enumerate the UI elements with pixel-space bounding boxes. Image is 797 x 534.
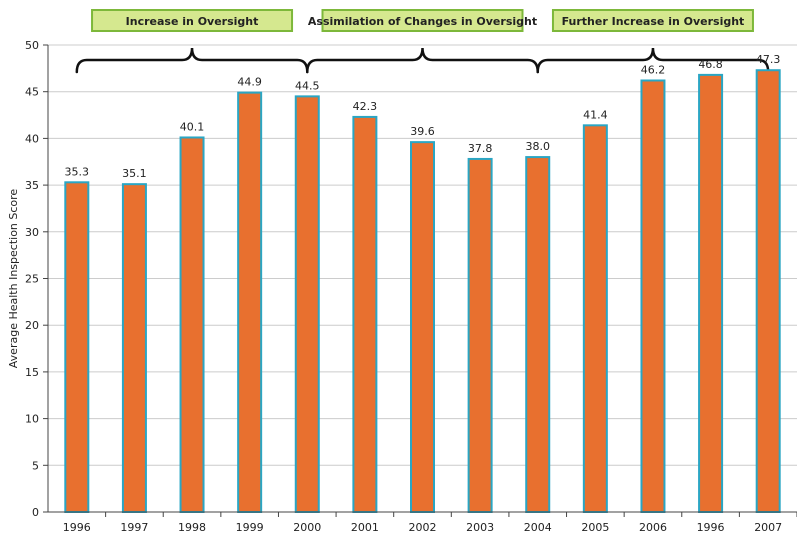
y-tick-label: 5	[32, 459, 39, 472]
y-axis-title: Average Health Inspection Score	[7, 189, 20, 369]
data-label: 40.1	[180, 120, 205, 133]
x-tick-label: 2007	[754, 521, 782, 534]
x-tick-label: 2002	[409, 521, 437, 534]
bar	[410, 141, 435, 514]
data-label: 39.6	[410, 125, 435, 138]
x-tick-label: 1999	[236, 521, 264, 534]
x-tick-label: 2001	[351, 521, 379, 534]
x-tick-label: 1996	[63, 521, 91, 534]
data-label: 35.3	[65, 165, 90, 178]
period-annotations: Increase in Oversight Assimilation of Cha…	[75, 9, 770, 74]
x-tick-label: 2000	[293, 521, 321, 534]
period-brace	[536, 47, 770, 74]
bar	[179, 136, 205, 513]
x-tick-label: 1996	[697, 521, 725, 534]
bars: 35.3 35.1 40.1 44.9 44.5 42.3 39.6 37.8 38.0 41.4…	[64, 53, 781, 514]
axes: 0 5 10 15 20 25 30 35 40 45 50 1996 1997 1998 1999 2000…	[25, 39, 797, 534]
period-brace	[306, 47, 539, 74]
period-box	[321, 9, 524, 32]
bar	[467, 157, 493, 513]
bar	[525, 156, 551, 514]
data-label: 35.1	[122, 167, 147, 180]
x-tick-label: 2005	[581, 521, 609, 534]
data-label: 44.9	[237, 76, 262, 89]
bar	[237, 91, 263, 513]
y-tick-label: 50	[25, 39, 39, 52]
y-tick-label: 10	[25, 413, 39, 426]
y-tick-label: 15	[25, 366, 39, 379]
x-tick-label: 2006	[639, 521, 667, 534]
data-label: 46.8	[698, 58, 723, 71]
bar	[64, 181, 90, 513]
bar	[294, 95, 320, 514]
period-label: Increase in Oversight	[126, 15, 259, 28]
bar	[640, 79, 666, 513]
y-tick-label: 45	[25, 86, 39, 99]
data-label: 46.2	[641, 63, 666, 76]
x-tick-label: 1997	[120, 521, 148, 534]
data-label: 41.4	[583, 108, 608, 121]
data-label: 47.3	[756, 53, 781, 66]
bar	[755, 69, 781, 514]
y-tick-label: 20	[25, 319, 39, 332]
period-box	[91, 9, 294, 32]
bar	[352, 115, 378, 513]
data-label: 37.8	[468, 142, 493, 155]
x-tick-label: 2004	[524, 521, 552, 534]
period-box	[551, 9, 754, 32]
x-tick-label: 1998	[178, 521, 206, 534]
data-label: 38.0	[525, 140, 550, 153]
data-label: 42.3	[353, 100, 378, 113]
bar	[698, 73, 724, 513]
bar	[582, 124, 608, 513]
period-label: Further Increase in Oversight	[562, 15, 745, 28]
y-tick-label: 30	[25, 226, 39, 239]
y-tick-label: 0	[32, 506, 39, 519]
y-tick-label: 35	[25, 179, 39, 192]
period-brace	[75, 47, 309, 74]
x-tick-label: 2003	[466, 521, 494, 534]
y-tick-label: 40	[25, 132, 39, 145]
data-label: 44.5	[295, 79, 320, 92]
bar	[121, 183, 147, 514]
period-label: Assimilation of Changes in Oversight	[308, 15, 537, 28]
y-tick-label: 25	[25, 273, 39, 286]
